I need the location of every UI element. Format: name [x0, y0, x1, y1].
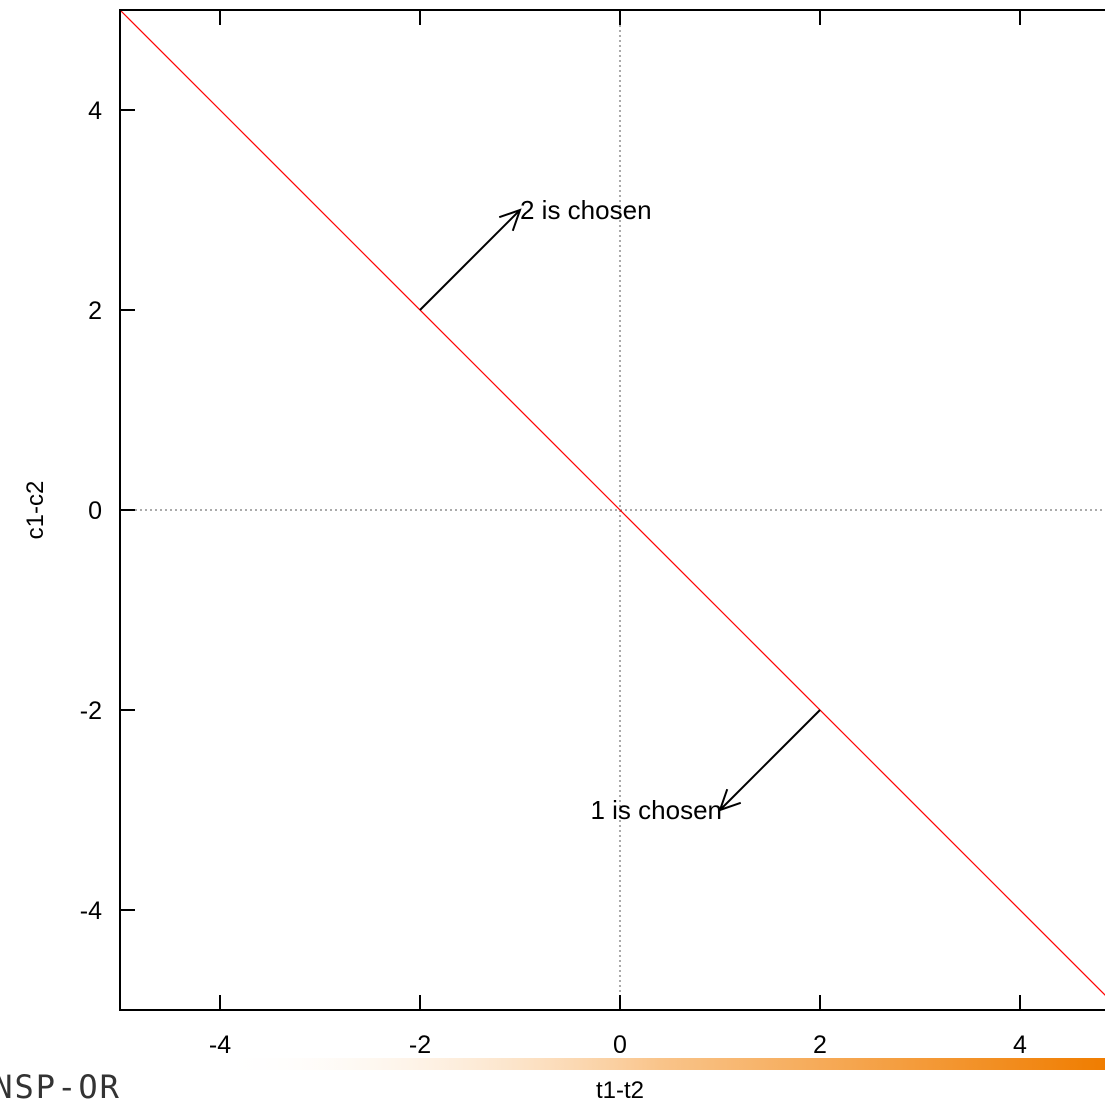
x-tick-label: 4 — [1013, 1031, 1027, 1059]
x-tick-label: -2 — [409, 1031, 431, 1059]
axes — [119, 9, 1105, 1011]
plot-frame — [119, 9, 1105, 1011]
x-tick-label: -4 — [209, 1031, 231, 1059]
y-tick-label: -4 — [80, 897, 102, 925]
logo: ANSP-OR — [0, 1058, 1105, 1106]
annotations-layer: 2 is chosen 1 is chosen — [419, 195, 821, 825]
annotation-arrow-0 — [419, 209, 521, 311]
logo-bar — [215, 1058, 1105, 1070]
y-axis-ticks: -4 -2 0 2 4 — [80, 97, 135, 925]
zero-lines — [120, 10, 1105, 1010]
x-tick-label: 2 — [813, 1031, 827, 1059]
annotation-label-1: 1 is chosen — [590, 795, 722, 825]
annotation-arrowhead-1 — [718, 788, 742, 812]
x-axis-ticks: -4 -2 0 2 4 — [209, 10, 1027, 1059]
x-axis-title: t1-t2 — [596, 1077, 644, 1104]
annotation-arrowhead-0 — [498, 208, 522, 232]
y-axis-title: c1-c2 — [22, 481, 49, 540]
x-tick-label: 0 — [613, 1031, 627, 1059]
y-tick-label: 0 — [88, 497, 102, 525]
y-tick-label: 4 — [88, 97, 102, 125]
y-tick-label: -2 — [80, 697, 102, 725]
logo-text: ANSP-OR — [0, 1068, 121, 1106]
series-line-0 — [119, 9, 1105, 996]
y-tick-label: 2 — [88, 297, 102, 325]
series-layer — [119, 9, 1105, 996]
annotation-label-0: 2 is chosen — [520, 195, 652, 225]
annotation-arrow-1 — [719, 709, 821, 811]
